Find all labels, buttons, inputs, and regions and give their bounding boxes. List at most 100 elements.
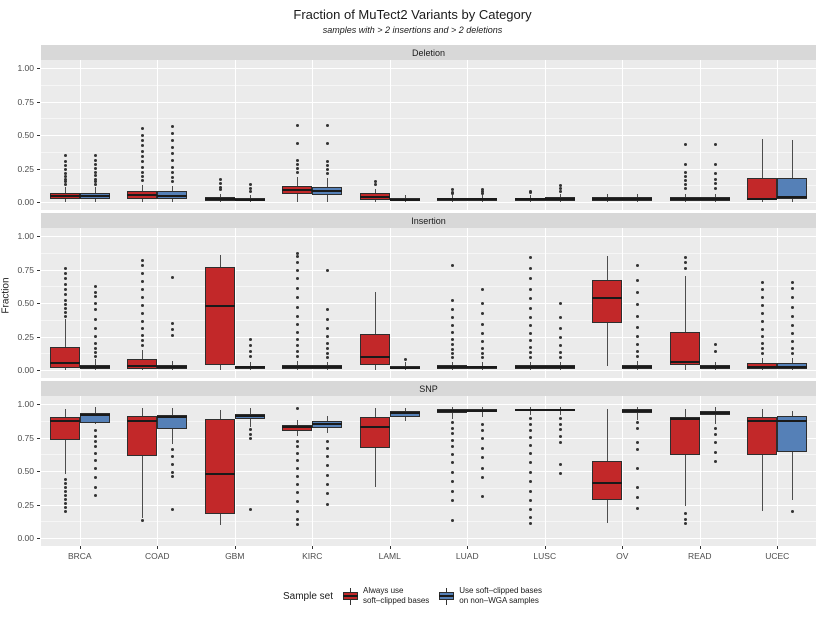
box-red-GBM-snp (204, 418, 235, 514)
whisker-upper (327, 361, 329, 366)
outlier-dot (761, 328, 765, 332)
outlier-dot (683, 187, 687, 191)
outlier-dot (296, 296, 300, 300)
outlier-dot (528, 189, 532, 193)
whisker-lower (404, 369, 406, 370)
median-line (312, 423, 343, 426)
outlier-dot (481, 466, 485, 470)
outlier-dot (171, 152, 175, 156)
outlier-dot (171, 321, 175, 325)
outlier-dot (451, 426, 455, 430)
outlier-dot (528, 297, 532, 301)
outlier-dot (93, 290, 97, 294)
outlier-dot (558, 434, 562, 438)
outlier-dot (171, 176, 175, 180)
legend-label: Use soft–clipped bases on non–WGA sample… (459, 586, 542, 605)
gridline-major (41, 202, 816, 203)
outlier-dot (93, 171, 97, 175)
median-line (437, 198, 468, 201)
y-tick-label: 0.00 (17, 197, 34, 207)
gridline-minor (41, 521, 816, 523)
box-red-READ-insertion (669, 332, 700, 365)
outlier-dot (93, 317, 97, 321)
whisker-lower (404, 417, 406, 422)
median-line (777, 196, 808, 199)
median-line (514, 409, 545, 412)
gridline-vertical (79, 228, 81, 378)
outlier-dot (141, 339, 145, 343)
outlier-dot (558, 344, 562, 348)
outlier-dot (93, 153, 97, 157)
outlier-dot (141, 312, 145, 316)
whisker-lower (374, 364, 376, 370)
outlier-dot (761, 335, 765, 338)
outlier-dot (171, 454, 175, 458)
outlier-dot (296, 330, 300, 334)
outlier-dot (636, 325, 640, 329)
median-line (592, 297, 623, 300)
outlier-dot (296, 305, 300, 309)
outlier-dot (63, 177, 67, 181)
outlier-dot (558, 187, 562, 191)
outlier-dot (683, 175, 687, 179)
outlier-dot (248, 337, 252, 341)
median-line (389, 198, 420, 201)
y-tick-mark (37, 68, 40, 69)
median-line (592, 197, 623, 200)
whisker-upper (762, 408, 764, 418)
outlier-dot (141, 149, 145, 153)
facet-strip-deletion: Deletion (41, 45, 816, 60)
y-tick-mark (37, 135, 40, 136)
outlier-dot (296, 474, 300, 478)
x-axis-label-ucec: UCEC (765, 551, 790, 561)
y-tick-label: 0.00 (17, 533, 34, 543)
outlier-dot (248, 437, 252, 441)
outlier-dot (141, 171, 145, 175)
outlier-dot (528, 255, 532, 259)
outlier-dot (528, 316, 532, 320)
outlier-dot (481, 332, 485, 336)
median-line (79, 194, 110, 197)
outlier-dot (528, 266, 532, 270)
whisker-upper (714, 361, 716, 366)
whisker-upper (374, 188, 376, 194)
outlier-dot (481, 322, 485, 326)
gridline-vertical (699, 60, 701, 210)
outlier-dot (451, 330, 455, 334)
outlier-dot (451, 438, 455, 442)
median-line (79, 366, 110, 369)
outlier-dot (63, 180, 67, 184)
median-line (622, 197, 653, 200)
outlier-dot (326, 326, 330, 330)
median-line (777, 365, 808, 368)
whisker-upper (142, 349, 144, 359)
gridline-vertical (777, 60, 779, 210)
outlier-dot (63, 314, 67, 318)
whisker-upper (762, 357, 764, 364)
gridline-vertical (234, 228, 236, 378)
whisker-lower (452, 413, 454, 419)
outlier-dot (683, 512, 687, 516)
outlier-dot (713, 349, 717, 353)
gridline-vertical (312, 228, 314, 378)
x-tick-mark (234, 546, 236, 549)
gridline-major (41, 504, 816, 506)
y-tick-label: 0.25 (17, 499, 34, 510)
outlier-dot (451, 453, 455, 457)
outlier-dot (528, 356, 532, 360)
box-blue-BRCA-snp (79, 412, 110, 423)
median-line (157, 416, 188, 419)
whisker-lower (452, 368, 454, 370)
outlier-dot (171, 448, 175, 452)
box-red-OV-insertion (592, 280, 623, 324)
median-line (669, 198, 700, 201)
outlier-dot (791, 340, 795, 344)
outlier-dot (93, 440, 97, 444)
outlier-dot (296, 482, 300, 486)
y-tick-mark (37, 404, 40, 405)
outlier-dot (93, 452, 97, 456)
outlier-dot (296, 141, 300, 145)
outlier-dot (93, 326, 97, 330)
outlier-dot (481, 476, 485, 480)
outlier-dot (248, 508, 252, 512)
